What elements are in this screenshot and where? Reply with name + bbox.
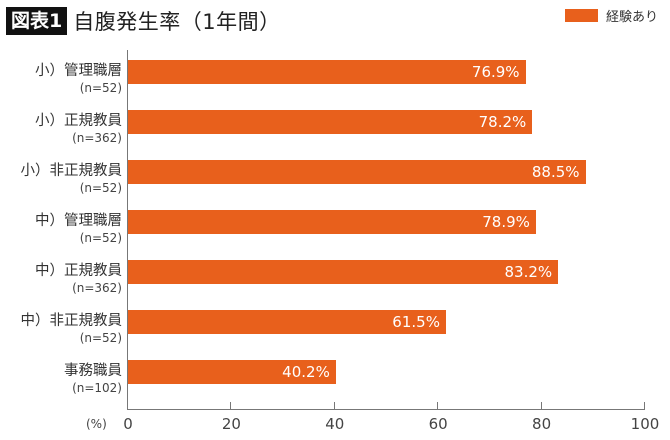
category-name: 中）管理職層 <box>35 213 122 229</box>
figure-badge: 図表1 <box>6 7 68 35</box>
bar: 78.2% <box>128 110 533 134</box>
category-label: 小）管理職層 (n=52) <box>35 62 122 96</box>
chart-title-area: 図表1 自腹発生率（1年間） <box>6 6 281 36</box>
category-sample-size: (n=52) <box>79 231 122 245</box>
chart-title: 自腹発生率（1年間） <box>73 10 281 34</box>
bar-value-label: 83.2% <box>504 263 553 281</box>
category-sample-size: (n=362) <box>72 281 122 295</box>
x-axis-tick <box>540 402 542 409</box>
category-label: 事務職員 (n=102) <box>64 362 122 396</box>
x-axis-tick-label: 0 <box>123 415 133 433</box>
bar: 40.2% <box>128 360 336 384</box>
x-axis-tick <box>230 402 232 409</box>
category-label: 中）正規教員 (n=362) <box>35 262 122 296</box>
x-axis-tick <box>644 402 645 409</box>
category-name: 中）正規教員 <box>35 263 122 279</box>
category-label: 小）正規教員 (n=362) <box>35 112 122 146</box>
bar-value-label: 78.9% <box>482 213 530 231</box>
category-sample-size: (n=102) <box>72 381 122 395</box>
legend: 経験あり <box>564 6 658 25</box>
category-label: 中）非正規教員 (n=52) <box>21 312 123 346</box>
category-name: 小）正規教員 <box>35 113 122 129</box>
category-sample-size: (n=52) <box>79 81 122 95</box>
category-sample-size: (n=52) <box>79 331 122 345</box>
bar: 83.2% <box>128 260 559 284</box>
category-name: 中）非正規教員 <box>20 313 123 329</box>
category-name: 事務職員 <box>64 363 122 379</box>
bar-value-label: 76.9% <box>471 63 520 81</box>
bar-value-label: 78.2% <box>478 113 527 131</box>
category-label: 中）管理職層 (n=52) <box>35 212 122 246</box>
legend-label: 経験あり <box>605 10 658 25</box>
x-axis-tick <box>333 402 335 409</box>
category-sample-size: (n=362) <box>72 131 122 145</box>
bar: 61.5% <box>128 310 446 334</box>
y-axis-line <box>127 50 128 410</box>
x-axis-tick-label: 80 <box>532 415 552 433</box>
bar-value-label: 40.2% <box>282 363 330 381</box>
category-label: 小）非正規教員 (n=52) <box>21 162 123 196</box>
bar: 78.9% <box>128 210 536 234</box>
x-axis-tick-label: 100 <box>630 415 660 433</box>
category-name: 小）管理職層 <box>35 63 122 79</box>
category-sample-size: (n=52) <box>79 181 122 195</box>
bar: 76.9% <box>128 60 526 84</box>
bar-value-label: 61.5% <box>392 313 440 331</box>
x-axis-unit-label: (%) <box>86 417 107 431</box>
legend-swatch <box>564 9 598 22</box>
x-axis-tick <box>437 402 439 409</box>
x-axis-line <box>127 409 645 410</box>
bar-value-label: 88.5% <box>531 163 580 181</box>
category-name: 小）非正規教員 <box>20 163 123 179</box>
x-axis-tick-label: 20 <box>221 415 241 433</box>
x-axis-tick-label: 40 <box>325 415 345 433</box>
bar: 88.5% <box>128 160 586 184</box>
x-axis-tick-label: 60 <box>428 415 448 433</box>
